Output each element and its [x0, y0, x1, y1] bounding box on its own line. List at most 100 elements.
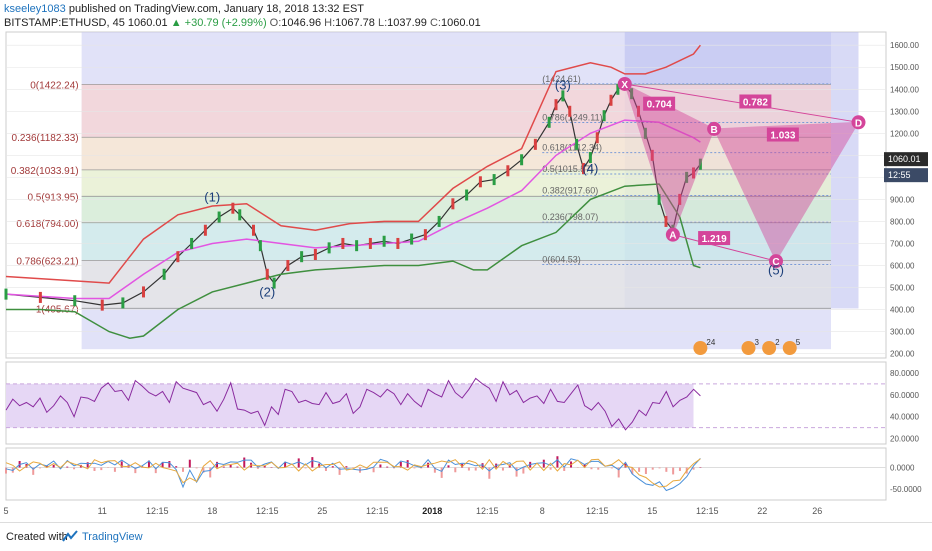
candle	[204, 225, 207, 236]
candle	[142, 286, 145, 297]
created-with-text: Created with	[6, 531, 68, 543]
macd-histogram-bar	[407, 460, 409, 467]
macd-histogram-bar	[413, 468, 415, 469]
macd-histogram-bar	[223, 467, 225, 468]
candle	[252, 225, 255, 236]
event-icon	[693, 341, 707, 355]
macd-histogram-bar	[475, 468, 477, 471]
candle	[548, 117, 551, 128]
macd-histogram-bar	[488, 468, 490, 479]
candle	[218, 212, 221, 223]
pattern-ratio-label: 1.219	[702, 234, 727, 245]
price-tag-label: 12:55	[888, 170, 911, 180]
fib-level-label: 0.382(1033.91)	[11, 166, 79, 177]
pattern-ratio-label: 0.704	[647, 100, 672, 111]
fib2-level-label: 0(604.53)	[542, 254, 581, 264]
x-tick-label: 12:15	[696, 506, 719, 516]
rsi-tick-label: 60.0000	[890, 391, 919, 400]
macd-histogram-bar	[441, 468, 443, 478]
candle	[300, 251, 303, 262]
macd-histogram-bar	[236, 467, 238, 468]
footer: Created with TradingView	[0, 522, 932, 551]
symbol-line: BITSTAMP:ETHUSD, 45 1060.01 ▲ +30.79 (+2…	[4, 17, 481, 29]
rsi-tick-label: 40.0000	[890, 413, 919, 422]
tradingview-logo-icon	[62, 530, 78, 542]
pattern-ratio-label: 0.782	[743, 97, 768, 108]
candle	[73, 295, 76, 306]
pattern-ratio-label: 1.033	[770, 131, 795, 142]
candle	[396, 238, 399, 249]
x-tick-label: 26	[812, 506, 822, 516]
event-icon	[783, 341, 797, 355]
x-tick-label: 18	[207, 506, 217, 516]
event-icon-label: 5	[796, 338, 801, 347]
candle	[534, 139, 537, 150]
macd-histogram-bar	[502, 468, 504, 471]
y-tick-label: 500.00	[890, 284, 915, 293]
macd-histogram-bar	[611, 468, 613, 469]
high-value: 1067.78	[335, 17, 375, 29]
macd-histogram-bar	[454, 468, 456, 473]
candle	[493, 174, 496, 185]
candle	[520, 154, 523, 165]
low-label: L:	[378, 17, 387, 29]
event-icon-label: 24	[706, 338, 715, 347]
fib-level-label: 0.618(794.00)	[16, 219, 78, 230]
rsi-tick-label: 80.0000	[890, 369, 919, 378]
x-tick-label: 12:15	[586, 506, 609, 516]
macd-histogram-bar	[597, 468, 599, 470]
macd-histogram-bar	[53, 465, 55, 468]
macd-histogram-bar	[345, 466, 347, 467]
chart-canvas[interactable]: 0(1422.24)0.236(1182.33)0.382(1033.91)0.…	[0, 30, 932, 522]
pattern-point-label: X	[621, 80, 628, 91]
event-icon-label: 3	[755, 338, 760, 347]
candle	[383, 236, 386, 247]
candle	[328, 242, 331, 253]
x-tick-label: 12:15	[256, 506, 279, 516]
tradingview-link[interactable]: TradingView	[82, 531, 143, 543]
macd-histogram-bar	[665, 468, 667, 472]
candle	[266, 269, 269, 280]
macd-histogram-bar	[679, 468, 681, 471]
macd-histogram-bar	[114, 468, 116, 472]
macd-histogram-bar	[182, 468, 184, 472]
macd-histogram-bar	[311, 457, 313, 467]
candle	[479, 176, 482, 187]
macd-histogram-bar	[373, 468, 375, 473]
x-tick-label: 12:15	[146, 506, 169, 516]
macd-histogram-bar	[230, 465, 232, 468]
candle	[314, 249, 317, 260]
macd-histogram-bar	[298, 458, 300, 467]
x-tick-label: 12:15	[366, 506, 389, 516]
pattern-point-label: A	[669, 231, 676, 242]
y-tick-label: 700.00	[890, 239, 915, 248]
y-tick-label: 1600.00	[890, 41, 919, 50]
wave-label: (5)	[768, 262, 784, 277]
y-tick-label: 200.00	[890, 350, 915, 359]
fib-band	[82, 137, 831, 170]
candle	[369, 238, 372, 249]
y-tick-label: 600.00	[890, 261, 915, 270]
candle	[465, 189, 468, 200]
price-change: ▲ +30.79 (+2.99%)	[171, 17, 267, 29]
open-label: O:	[270, 17, 282, 29]
macd-histogram-bar	[556, 456, 558, 467]
published-text: published on TradingView.com, January 18…	[69, 3, 364, 15]
candle	[176, 251, 179, 262]
rsi-band	[6, 384, 694, 428]
macd-histogram-bar	[332, 466, 334, 467]
price-tag-label: 1060.01	[888, 154, 921, 164]
macd-histogram-bar	[196, 468, 198, 469]
candle	[163, 269, 166, 280]
candle	[575, 139, 578, 150]
rsi-tick-label: 20.0000	[890, 435, 919, 444]
macd-histogram-bar	[516, 468, 518, 477]
y-tick-label: 1400.00	[890, 85, 919, 94]
fib-level-label: 0.236(1182.33)	[12, 133, 79, 144]
author-link[interactable]: kseeley1083	[4, 3, 66, 15]
candle	[121, 297, 124, 308]
close-value: 1060.01	[441, 17, 481, 29]
candle	[101, 300, 104, 311]
macd-histogram-bar	[590, 468, 592, 470]
x-tick-label: 12:15	[476, 506, 499, 516]
